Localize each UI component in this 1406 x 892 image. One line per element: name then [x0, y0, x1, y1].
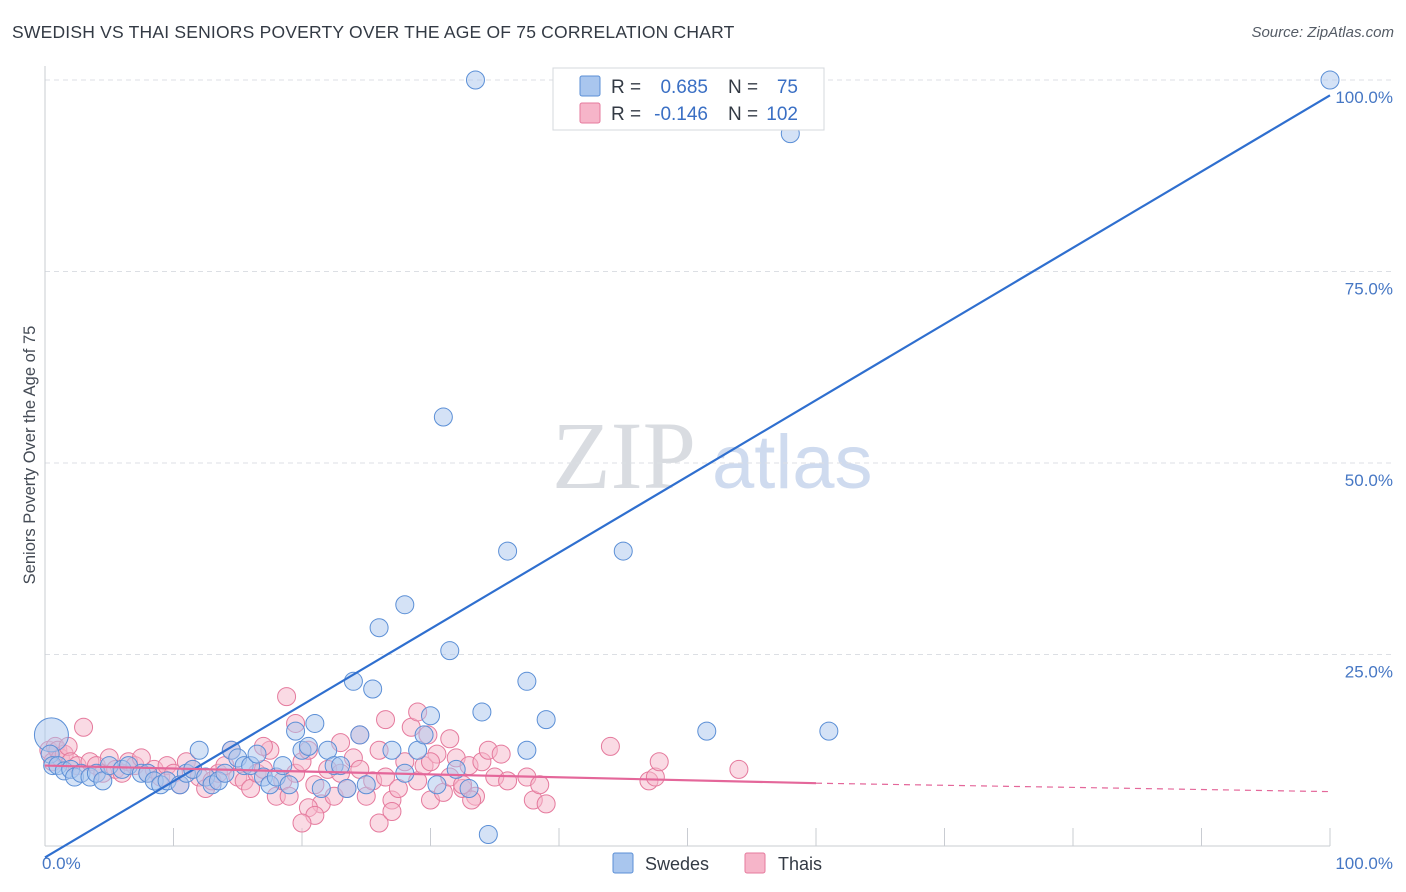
y-tick-label-75: 75.0%	[1345, 280, 1393, 299]
thais-point	[536, 794, 556, 814]
thais-point	[530, 775, 550, 795]
swedes-point	[382, 740, 402, 760]
chart-title: SWEDISH VS THAI SENIORS POVERTY OVER THE…	[12, 22, 735, 42]
swedes-point	[356, 775, 376, 795]
thais-trend-line	[44, 764, 817, 785]
swedes-trend-line	[44, 94, 1331, 859]
swedes-point	[459, 779, 479, 799]
swedes-point	[536, 710, 556, 730]
legend-swedes-swatch	[579, 75, 601, 97]
bottom-legend: Swedes Thais	[612, 852, 822, 874]
thais-point	[600, 736, 620, 756]
swedes-point	[819, 721, 839, 741]
swedes-point	[279, 775, 299, 795]
legend-thais-r-label: R =	[611, 104, 641, 125]
thais-point	[649, 752, 669, 772]
thais-point	[376, 710, 396, 730]
swedes-point	[395, 595, 415, 615]
thais-point	[277, 687, 297, 707]
legend-swedes-r-value: 0.685	[660, 77, 708, 98]
x-tick-label-min: 0.0%	[42, 854, 81, 873]
swedes-point	[298, 736, 318, 756]
swedes-point	[517, 671, 537, 691]
swedes-point	[613, 541, 633, 561]
thais-point	[74, 717, 94, 737]
swedes-point	[350, 725, 370, 745]
y-tick-label-25: 25.0%	[1345, 663, 1393, 682]
trend-lines	[44, 94, 1331, 859]
swedes-series	[33, 70, 1340, 845]
bottom-legend-swedes-swatch	[612, 852, 634, 874]
swedes-point	[1320, 70, 1340, 90]
legend-box: R = 0.685 N = 75 R = -0.146 N = 102	[552, 67, 825, 131]
thais-point	[729, 759, 749, 779]
thais-point	[498, 771, 518, 791]
swedes-point	[215, 763, 235, 783]
thais-series	[39, 687, 749, 833]
swedes-point	[337, 779, 357, 799]
thais-point	[382, 802, 402, 822]
thais-point	[440, 729, 460, 749]
swedes-point	[311, 779, 331, 799]
legend-thais-r-value: -0.146	[654, 104, 708, 125]
bottom-legend-thais-swatch	[744, 852, 766, 874]
swedes-point	[478, 825, 498, 845]
swedes-point	[433, 407, 453, 427]
bottom-legend-thais-label: Thais	[778, 854, 822, 874]
swedes-point	[498, 541, 518, 561]
axes	[44, 66, 1331, 847]
thais-point	[421, 752, 440, 772]
tick-labels: 25.0% 50.0% 75.0% 100.0% 0.0% 100.0%	[42, 88, 1393, 873]
thais-point	[369, 813, 389, 833]
swedes-point	[414, 725, 434, 745]
source-label: Source: ZipAtlas.com	[1251, 24, 1394, 41]
swedes-point	[465, 70, 485, 90]
swedes-point	[331, 756, 351, 776]
legend-swedes-n-value: 75	[777, 77, 798, 98]
legend-swedes-r-label: R =	[611, 77, 641, 98]
thais-point	[491, 744, 511, 764]
legend-thais-swatch	[579, 102, 601, 124]
swedes-point	[286, 721, 306, 741]
y-axis-label: Seniors Poverty Over the Age of 75	[21, 326, 39, 585]
swedes-point	[472, 702, 492, 722]
bottom-legend-swedes-label: Swedes	[645, 854, 709, 874]
legend-thais-n-value: 102	[766, 104, 798, 125]
grid-lines	[45, 79, 1395, 655]
y-tick-label-100: 100.0%	[1335, 88, 1393, 107]
swedes-point	[697, 721, 717, 741]
y-tick-label-50: 50.0%	[1345, 471, 1393, 490]
swedes-point	[305, 713, 325, 733]
thais-trend-line-extension	[815, 782, 1331, 793]
swedes-point	[189, 740, 209, 760]
swedes-point	[421, 706, 440, 726]
swedes-point	[247, 744, 267, 764]
swedes-point	[440, 641, 460, 661]
swedes-point	[363, 679, 383, 699]
watermark-zip: ZIP	[552, 402, 696, 509]
thais-point	[292, 813, 312, 833]
legend-swedes-n-label: N =	[728, 77, 758, 98]
legend-thais-n-label: N =	[728, 104, 758, 125]
swedes-point	[517, 740, 537, 760]
swedes-point	[369, 618, 389, 638]
swedes-point	[427, 775, 447, 795]
x-tick-label-max: 100.0%	[1335, 854, 1393, 873]
